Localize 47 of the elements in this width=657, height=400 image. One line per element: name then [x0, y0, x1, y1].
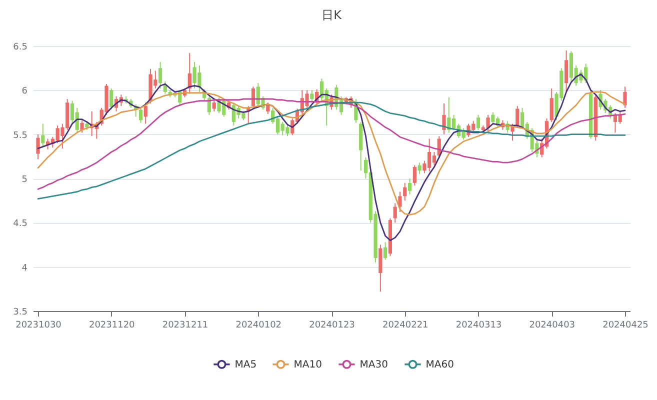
y-tick-label: 5.5 — [13, 130, 28, 141]
y-tick-label: 6 — [22, 86, 28, 97]
legend-label: MA60 — [426, 359, 454, 370]
candlestick — [550, 88, 554, 122]
candlestick — [393, 202, 397, 224]
candlestick — [158, 61, 162, 89]
candlestick — [408, 178, 412, 195]
x-tick-label: 20240403 — [529, 320, 576, 330]
y-tick-label: 4 — [22, 263, 28, 274]
candlestick — [516, 106, 520, 128]
candlestick — [144, 102, 148, 124]
candlestick — [251, 86, 256, 108]
x-tick-label: 20240221 — [382, 320, 428, 330]
candlestick — [476, 114, 480, 130]
candlestick — [398, 191, 402, 213]
legend-label: MA30 — [360, 359, 388, 370]
candlestick — [564, 50, 568, 92]
y-tick-label: 3.5 — [13, 308, 28, 318]
candlestick — [80, 120, 84, 134]
candlestick — [403, 182, 407, 202]
candlestick — [266, 102, 270, 115]
legend-label: MA10 — [294, 359, 322, 370]
candlestick — [384, 242, 388, 260]
x-tick-label: 20231030 — [16, 320, 62, 330]
candlestick — [623, 86, 627, 108]
y-tick-label: 5 — [22, 175, 28, 185]
y-tick-label: 4.5 — [13, 219, 28, 230]
candlestick — [412, 164, 416, 186]
candlestick — [41, 123, 45, 148]
candlestick — [212, 98, 216, 112]
candlestick — [36, 134, 40, 160]
x-tick-label: 20231120 — [88, 320, 136, 330]
x-tick-label: 20240102 — [236, 320, 282, 330]
x-tick-label: 20240123 — [309, 320, 355, 330]
legend-label: MA5 — [234, 359, 257, 370]
x-tick-label: 20240425 — [602, 320, 648, 330]
candlestick — [110, 88, 114, 110]
candlestick — [310, 90, 314, 104]
x-tick-label: 20240313 — [456, 320, 502, 330]
y-tick-label: 6.5 — [13, 42, 28, 52]
candlestick — [207, 96, 212, 116]
candlestick — [138, 107, 143, 124]
candlestick — [163, 80, 167, 94]
candlestick — [442, 102, 446, 135]
candlestick — [418, 162, 422, 175]
chart-title: 日K — [322, 8, 343, 22]
x-tick-label: 20231211 — [162, 320, 208, 330]
